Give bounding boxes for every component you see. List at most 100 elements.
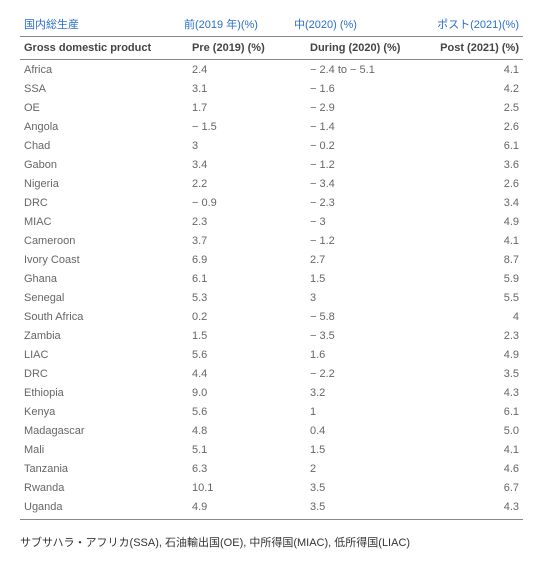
cell-name: MIAC	[20, 212, 188, 231]
table-row: Angola− 1.5− 1.42.6	[20, 117, 523, 136]
cell-pre: 4.8	[188, 421, 306, 440]
cell-post: 2.5	[434, 98, 523, 117]
cell-pre: 9.0	[188, 383, 306, 402]
cell-name: Angola	[20, 117, 188, 136]
top-label-name: 国内総生産	[20, 16, 184, 32]
cell-during: − 5.8	[306, 307, 434, 326]
cell-during: 3.2	[306, 383, 434, 402]
cell-name: Gabon	[20, 155, 188, 174]
cell-name: Tanzania	[20, 459, 188, 478]
cell-pre: 10.1	[188, 478, 306, 497]
table-row: LIAC5.61.64.9	[20, 345, 523, 364]
cell-name: Uganda	[20, 497, 188, 519]
cell-post: 6.7	[434, 478, 523, 497]
cell-post: 4.3	[434, 383, 523, 402]
top-label-pre: 前(2019 年)(%)	[184, 16, 294, 32]
top-label-post: ポスト(2021)(%)	[414, 16, 523, 32]
cell-during: 3.5	[306, 478, 434, 497]
table-body: Africa2.4− 2.4 to − 5.14.1SSA3.1− 1.64.2…	[20, 60, 523, 520]
table-row: DRC4.4− 2.23.5	[20, 364, 523, 383]
cell-post: 4.9	[434, 212, 523, 231]
cell-post: 3.5	[434, 364, 523, 383]
cell-pre: 4.4	[188, 364, 306, 383]
table-row: SSA3.1− 1.64.2	[20, 79, 523, 98]
cell-pre: 6.3	[188, 459, 306, 478]
cell-post: 2.3	[434, 326, 523, 345]
cell-during: − 0.2	[306, 136, 434, 155]
cell-pre: 6.1	[188, 269, 306, 288]
table-row: Rwanda10.13.56.7	[20, 478, 523, 497]
cell-post: 3.4	[434, 193, 523, 212]
cell-pre: 5.1	[188, 440, 306, 459]
cell-post: 4.3	[434, 497, 523, 519]
cell-pre: 2.2	[188, 174, 306, 193]
cell-post: 4.6	[434, 459, 523, 478]
table-row: Ivory Coast6.92.78.7	[20, 250, 523, 269]
table-row: Ghana6.11.55.9	[20, 269, 523, 288]
cell-during: − 1.2	[306, 155, 434, 174]
table-header-row: Gross domestic product Pre (2019) (%) Du…	[20, 37, 523, 60]
cell-post: 5.5	[434, 288, 523, 307]
cell-post: 4	[434, 307, 523, 326]
cell-name: Ethiopia	[20, 383, 188, 402]
cell-post: 8.7	[434, 250, 523, 269]
cell-during: − 1.4	[306, 117, 434, 136]
cell-post: 2.6	[434, 117, 523, 136]
cell-during: 3.5	[306, 497, 434, 519]
cell-post: 4.9	[434, 345, 523, 364]
table-row: Gabon3.4− 1.23.6	[20, 155, 523, 174]
cell-during: − 2.3	[306, 193, 434, 212]
cell-pre: 2.4	[188, 60, 306, 80]
table-row: DRC− 0.9− 2.33.4	[20, 193, 523, 212]
cell-pre: 3.7	[188, 231, 306, 250]
cell-post: 5.0	[434, 421, 523, 440]
cell-name: Chad	[20, 136, 188, 155]
table-row: Uganda4.93.54.3	[20, 497, 523, 519]
cell-post: 4.1	[434, 60, 523, 80]
cell-name: LIAC	[20, 345, 188, 364]
header-during: During (2020) (%)	[306, 37, 434, 60]
cell-during: − 2.2	[306, 364, 434, 383]
cell-during: − 2.9	[306, 98, 434, 117]
table-row: Zambia1.5− 3.52.3	[20, 326, 523, 345]
cell-pre: 3.4	[188, 155, 306, 174]
header-name: Gross domestic product	[20, 37, 188, 60]
cell-name: DRC	[20, 193, 188, 212]
cell-pre: − 1.5	[188, 117, 306, 136]
cell-pre: 1.5	[188, 326, 306, 345]
header-post: Post (2021) (%)	[434, 37, 523, 60]
cell-during: 0.4	[306, 421, 434, 440]
table-row: Kenya5.616.1	[20, 402, 523, 421]
gdp-table: Gross domestic product Pre (2019) (%) Du…	[20, 36, 523, 520]
cell-during: − 2.4 to − 5.1	[306, 60, 434, 80]
cell-name: Senegal	[20, 288, 188, 307]
table-row: Tanzania6.324.6	[20, 459, 523, 478]
cell-during: 2.7	[306, 250, 434, 269]
cell-name: DRC	[20, 364, 188, 383]
cell-during: − 3	[306, 212, 434, 231]
cell-pre: 0.2	[188, 307, 306, 326]
cell-pre: 3	[188, 136, 306, 155]
cell-name: OE	[20, 98, 188, 117]
cell-pre: 5.6	[188, 345, 306, 364]
cell-during: − 1.6	[306, 79, 434, 98]
cell-during: 1	[306, 402, 434, 421]
cell-pre: 2.3	[188, 212, 306, 231]
table-row: MIAC2.3− 34.9	[20, 212, 523, 231]
table-row: Mali5.11.54.1	[20, 440, 523, 459]
cell-name: Madagascar	[20, 421, 188, 440]
localized-header-row: 国内総生産 前(2019 年)(%) 中(2020) (%) ポスト(2021)…	[20, 16, 523, 32]
header-pre: Pre (2019) (%)	[188, 37, 306, 60]
table-row: Chad3− 0.26.1	[20, 136, 523, 155]
top-label-during: 中(2020) (%)	[294, 16, 414, 32]
cell-during: − 1.2	[306, 231, 434, 250]
cell-pre: 4.9	[188, 497, 306, 519]
cell-name: Kenya	[20, 402, 188, 421]
cell-name: Zambia	[20, 326, 188, 345]
cell-during: − 3.5	[306, 326, 434, 345]
cell-post: 6.1	[434, 136, 523, 155]
cell-during: 1.6	[306, 345, 434, 364]
cell-name: Mali	[20, 440, 188, 459]
cell-post: 3.6	[434, 155, 523, 174]
cell-pre: 3.1	[188, 79, 306, 98]
